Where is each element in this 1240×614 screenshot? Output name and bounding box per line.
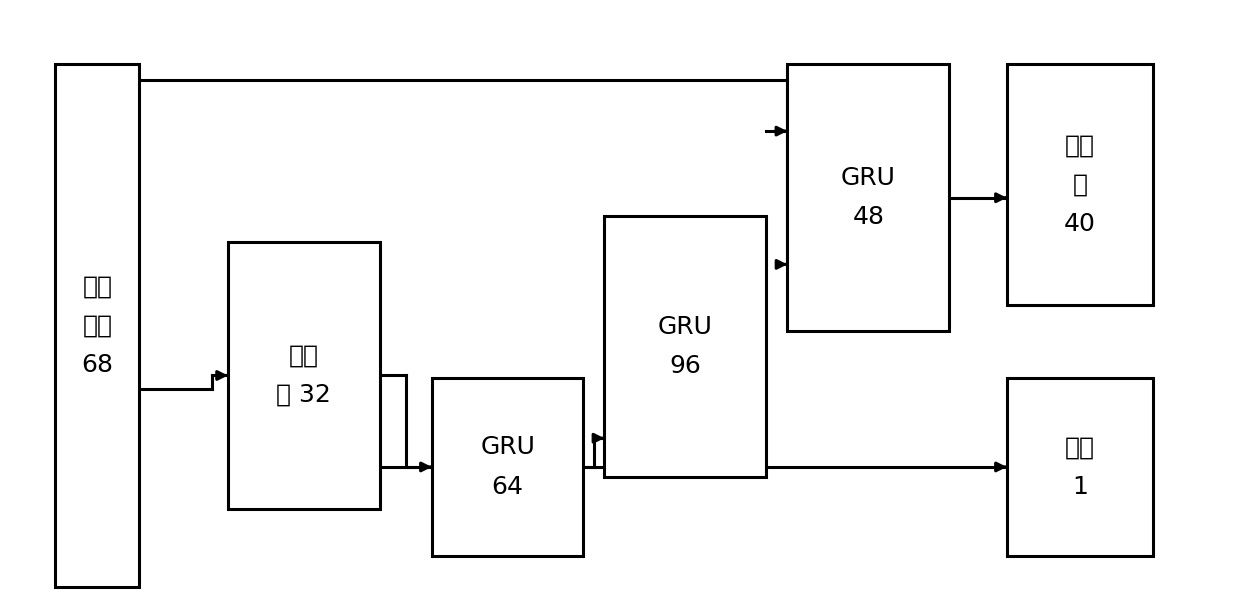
Text: GRU
48: GRU 48 [841, 166, 895, 230]
Bar [432, 378, 583, 556]
Text: 回归
1: 回归 1 [1065, 435, 1095, 499]
Text: 全连
接
40: 全连 接 40 [1064, 133, 1096, 236]
Bar [1007, 378, 1153, 556]
Text: GRU
96: GRU 96 [658, 315, 713, 378]
Text: GRU
64: GRU 64 [480, 435, 534, 499]
Bar [787, 64, 950, 331]
Text: 全连
接 32: 全连 接 32 [277, 344, 331, 407]
Bar [228, 242, 379, 509]
Bar [1007, 64, 1153, 305]
Bar [604, 216, 766, 478]
Text: 输入
特征
68: 输入 特征 68 [82, 274, 113, 377]
Bar [56, 64, 139, 587]
